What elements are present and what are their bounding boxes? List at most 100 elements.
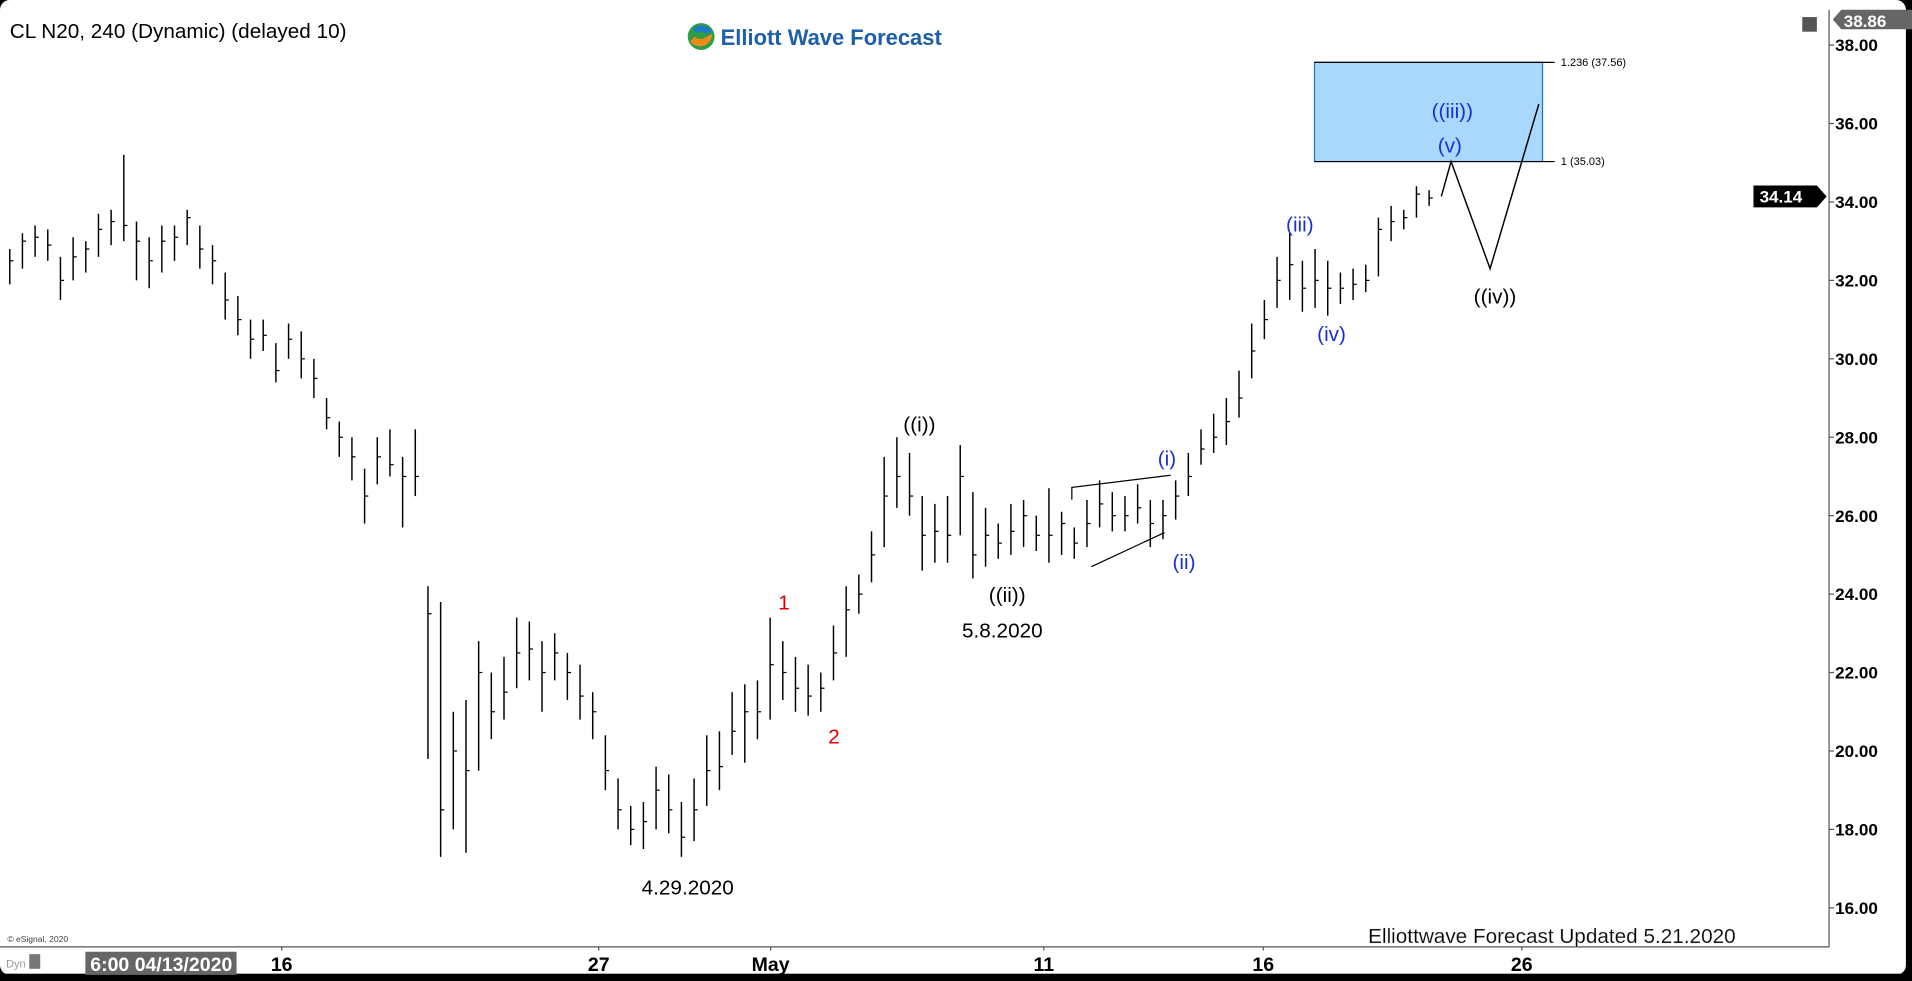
ohlc-bar [59, 256, 65, 300]
ohlc-bar [1314, 249, 1319, 308]
ohlc-bar [1073, 527, 1078, 559]
copyright-label: © eSignal, 2020 [7, 934, 68, 944]
ohlc-bar [845, 586, 850, 657]
ohlc-bar [1022, 499, 1028, 548]
x-tick-label: 27 [588, 954, 610, 976]
ohlc-bar [300, 331, 305, 379]
projection-path [1440, 103, 1540, 271]
ohlc-bar [1086, 499, 1091, 548]
ohlc-bar [921, 496, 926, 571]
wave-label-iv-major: ((iv)) [1474, 285, 1517, 308]
ohlc-bar [287, 323, 293, 359]
x-tick-label: May [752, 954, 790, 976]
ohlc-bar [313, 358, 318, 399]
ohlc-bar [579, 664, 584, 720]
y-tick-label: 28.00 [1835, 428, 1878, 447]
ohlc-bar [566, 652, 572, 700]
ohlc-bar [528, 621, 534, 681]
ohlc-bar [972, 492, 977, 579]
ohlc-bar [870, 531, 876, 583]
time-axis-bottom-border [0, 973, 1912, 981]
ohlc-bar [249, 319, 255, 359]
ohlc-bar [883, 456, 888, 548]
ohlc-bar [338, 421, 343, 457]
ohlc-bar [427, 586, 432, 759]
restore-window-button[interactable] [1802, 17, 1817, 32]
y-tick-label: 38.00 [1835, 36, 1878, 55]
ohlc-bar [1200, 429, 1205, 465]
ohlc-bar [389, 429, 394, 477]
ohlc-bar [34, 225, 39, 257]
y-tick-label: 22.00 [1835, 664, 1878, 683]
triangle-lower-line [1091, 531, 1165, 568]
ohlc-bar [1276, 256, 1281, 308]
chart-title: CL N20, 240 (Dynamic) (delayed 10) [10, 20, 347, 43]
ohlc-bar [591, 692, 597, 740]
x-tick-label: 26 [1511, 954, 1533, 976]
wave-label-i: (i) [1158, 448, 1176, 471]
logo-icon-swirl [690, 34, 713, 47]
ohlc-bar [515, 617, 521, 689]
wave-ii-date-label: 5.8.2020 [962, 619, 1043, 642]
ohlc-bar [617, 778, 622, 830]
wave-label-i-major: ((i)) [903, 413, 935, 436]
ohlc-bar [21, 233, 27, 269]
ohlc-bar [731, 692, 736, 755]
ohlc-bar [832, 625, 838, 681]
ohlc-bar [9, 249, 14, 285]
svg-text:38.86: 38.86 [1844, 12, 1887, 31]
ohlc-bar [1390, 205, 1395, 242]
y-tick-label: 16.00 [1835, 899, 1878, 918]
ohlc-bar [642, 801, 648, 850]
ohlc-bar [135, 221, 141, 281]
y-tick-label: 24.00 [1835, 585, 1878, 604]
wave-label-v: (v) [1438, 134, 1462, 157]
fib-1236-label: 1.236 (37.56) [1561, 57, 1626, 69]
ohlc-bar [85, 241, 90, 273]
ohlc-bar [439, 601, 445, 857]
ohlc-bar [351, 437, 356, 481]
ohlc-bar [718, 731, 724, 791]
ohlc-bar [706, 735, 711, 806]
ohlc-bar [655, 766, 660, 830]
ohlc-bar [807, 664, 812, 716]
ohlc-bar [237, 296, 242, 336]
ohlc-bar [148, 237, 153, 289]
ohlc-bar [984, 507, 990, 567]
ohlc-bar [161, 225, 166, 273]
fib-1-label: 1 (35.03) [1561, 156, 1605, 168]
ohlc-bar [1339, 272, 1345, 304]
target-box [1313, 61, 1544, 163]
ohlc-bar [1352, 268, 1357, 300]
y-tick-label: 36.00 [1835, 115, 1878, 134]
ohlc-bar [1048, 488, 1053, 563]
ohlc-bar [1250, 323, 1256, 379]
x-tick-label: 11 [1033, 954, 1054, 976]
ohlc-bar [47, 229, 52, 261]
ohlc-bar [401, 456, 407, 528]
ohlc-bar [1212, 413, 1218, 453]
wave-label-iii: (iii) [1286, 214, 1314, 237]
y-tick-label: 34.00 [1835, 193, 1878, 212]
ohlc-bar [186, 209, 191, 246]
ohlc-bar [465, 699, 470, 853]
ohlc-bar [1415, 186, 1421, 218]
ohlc-bar [325, 398, 331, 430]
ohlc-bar [477, 641, 483, 771]
last-price-marker: 34.14 [1753, 185, 1827, 208]
wave-label-ii: (ii) [1173, 551, 1196, 574]
dyn-label[interactable]: Dyn [6, 959, 26, 971]
ohlc-bar [756, 680, 762, 740]
ohlc-bar [1060, 511, 1066, 555]
fb-toggle-icon[interactable] [29, 954, 41, 969]
ohlc-bar [1238, 370, 1243, 418]
ohlc-bar [1187, 452, 1192, 497]
ohlc-bar [908, 452, 914, 516]
ohlc-bar [173, 225, 179, 261]
ohlc-bar [503, 656, 508, 720]
ohlc-bar [1327, 260, 1332, 316]
svg-text:34.14: 34.14 [1760, 188, 1803, 207]
ohlc-bar [1263, 299, 1269, 340]
high-price-marker: 38.86 [1832, 9, 1912, 31]
